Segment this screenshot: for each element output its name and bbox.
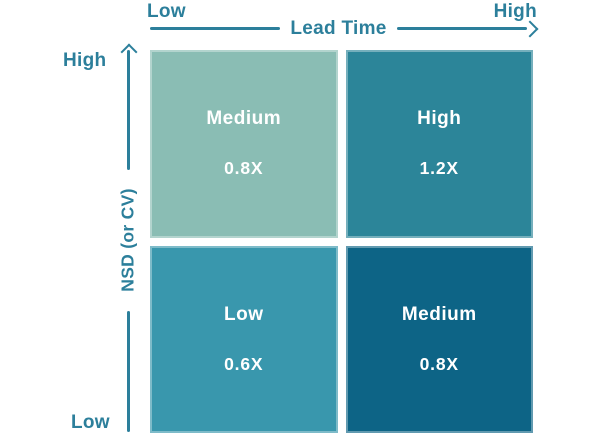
x-axis-line-left	[150, 27, 281, 30]
quadrant-level: Medium	[206, 108, 282, 130]
y-axis-line-lower	[127, 311, 130, 432]
quadrant-bottom-right: Medium 0.8X	[345, 245, 533, 433]
y-axis-high-label: High	[63, 50, 107, 71]
quadrant-top-right: High 1.2X	[345, 50, 533, 238]
quadrant-multiplier: 0.6X	[224, 353, 264, 374]
quadrant-multiplier: 1.2X	[419, 158, 459, 179]
y-axis-low-label: Low	[71, 412, 110, 433]
x-axis-low-label: Low	[147, 1, 186, 22]
quadrant-multiplier: 0.8X	[224, 158, 264, 179]
quadrant-multiplier: 0.8X	[419, 353, 459, 374]
quadrant-level: High	[417, 108, 462, 130]
quadrant-top-left: Medium 0.8X	[150, 50, 338, 238]
quadrant-level: Medium	[401, 303, 477, 325]
x-axis-high-label: High	[493, 1, 537, 22]
x-axis-line-right	[396, 27, 528, 30]
y-axis-line-upper	[127, 50, 130, 170]
y-axis-title: NSD (or CV)	[117, 188, 138, 292]
x-axis-title: Lead Time	[290, 17, 387, 39]
arrow-right-icon	[521, 20, 539, 37]
quadrant-level: Low	[224, 303, 264, 325]
quadrant-grid: Medium 0.8X High 1.2X Low 0.6X Medium 0.…	[150, 50, 533, 433]
quadrant-bottom-left: Low 0.6X	[150, 245, 338, 433]
x-axis: Lead Time	[150, 17, 539, 39]
